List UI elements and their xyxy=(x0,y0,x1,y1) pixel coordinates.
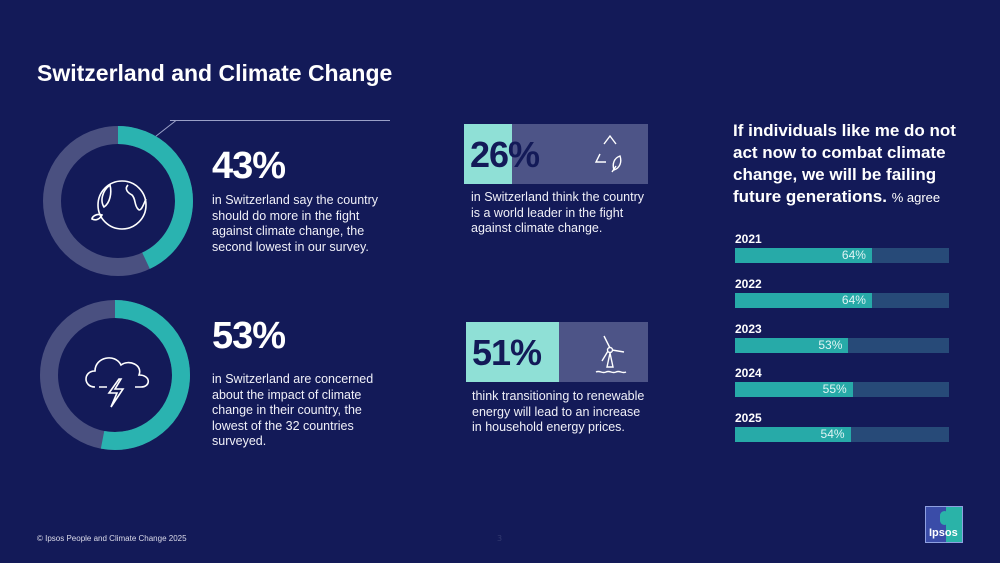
bar-2021: 64% xyxy=(735,248,872,263)
bar-track: 55% xyxy=(735,382,949,397)
bar-track: 64% xyxy=(735,248,949,263)
bar-2023: 53% xyxy=(735,338,849,353)
trend-question: If individuals like me do not act now to… xyxy=(733,120,983,209)
bar-2024: 55% xyxy=(735,382,853,397)
bar-track: 53% xyxy=(735,338,949,353)
bar-value-label: 53% xyxy=(818,338,843,352)
bar-2025: 54% xyxy=(735,427,851,442)
donut-fill xyxy=(43,126,193,276)
year-label: 2024 xyxy=(735,366,762,380)
bar-value-label: 64% xyxy=(841,293,866,307)
stat-description: in Switzerland say the country should do… xyxy=(212,193,379,254)
stat-value: 43% xyxy=(212,145,286,187)
year-label: 2021 xyxy=(735,232,762,246)
box-fill xyxy=(464,124,512,184)
ipsos-logo: Ipsos xyxy=(925,506,963,543)
wind-turbine-icon xyxy=(595,335,627,374)
copyright: © Ipsos People and Climate Change 2025 xyxy=(37,534,187,543)
stat-box-51: 51% xyxy=(466,322,648,382)
bar-2022: 64% xyxy=(735,293,872,308)
stat-value: 26% xyxy=(470,134,540,175)
bar-track: 54% xyxy=(735,427,949,442)
recycle-leaf-icon xyxy=(594,134,622,173)
year-label: 2022 xyxy=(735,277,762,291)
bar-track: 64% xyxy=(735,293,949,308)
donut-53 xyxy=(40,300,190,450)
bar-value-label: 55% xyxy=(822,382,847,396)
divider-line xyxy=(170,120,390,121)
year-label: 2025 xyxy=(735,411,762,425)
stat-box-26: 26% xyxy=(464,124,648,184)
stat-description: in Switzerland are concerned about the i… xyxy=(212,372,374,448)
page-number: 3 xyxy=(497,534,503,543)
donut-43 xyxy=(43,126,193,276)
page-title: Switzerland and Climate Change xyxy=(37,60,393,86)
year-label: 2023 xyxy=(735,322,762,336)
donut-fill xyxy=(40,300,190,450)
storm-cloud-icon xyxy=(85,357,150,408)
stat-description: think transitioning to renewable energy … xyxy=(472,389,645,434)
question-text: If individuals like me do not act now to… xyxy=(733,121,956,206)
unit-label: % agree xyxy=(891,190,941,205)
stat-value: 51% xyxy=(472,332,542,373)
box-fill xyxy=(466,322,559,382)
stat-description: in Switzerland think the country is a wo… xyxy=(471,190,645,235)
bar-value-label: 54% xyxy=(820,427,845,441)
stat-value: 53% xyxy=(212,315,286,357)
bar-value-label: 64% xyxy=(841,248,866,262)
globe-leaf-icon xyxy=(91,180,147,230)
